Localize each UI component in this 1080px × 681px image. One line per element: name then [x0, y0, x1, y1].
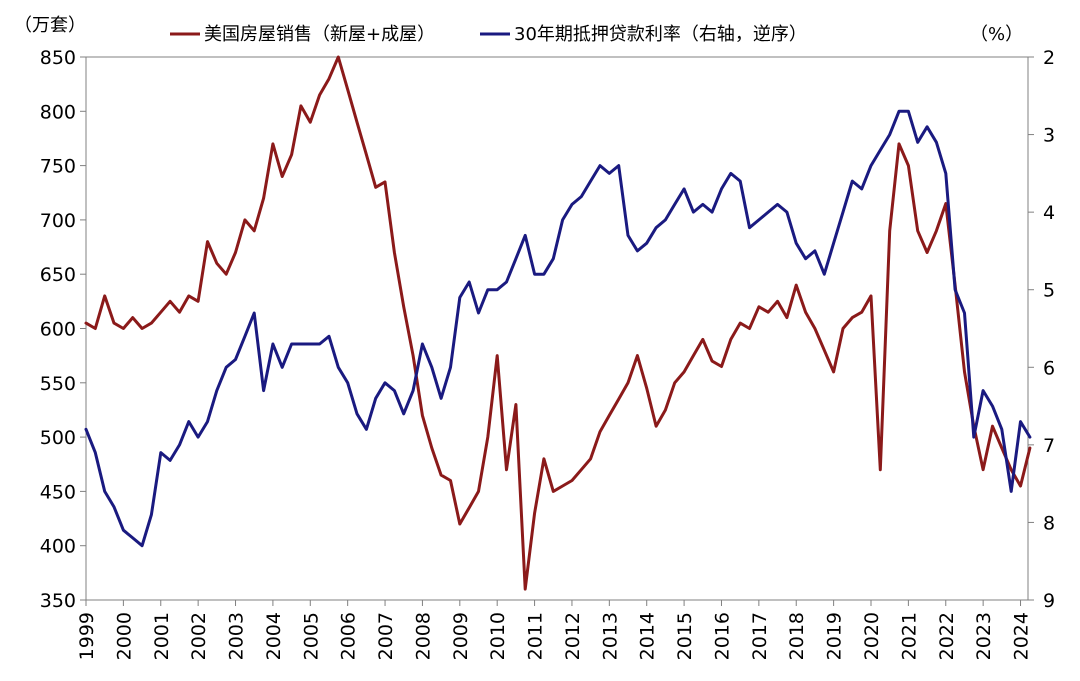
right-tick-label: 9	[1043, 590, 1055, 612]
right-tick-label: 4	[1043, 202, 1055, 224]
left-tick-label: 700	[40, 210, 76, 232]
series-line-1	[84, 55, 1032, 591]
series-layer	[84, 55, 1032, 591]
x-tick-label: 2006	[338, 612, 360, 660]
x-tick-label: 2023	[973, 612, 995, 660]
x-tick-label: 2020	[861, 612, 883, 660]
left-tick-label: 600	[40, 319, 76, 341]
left-tick-label: 650	[40, 264, 76, 286]
legend-label-1: 美国房屋销售（新屋+成屋）	[204, 24, 435, 45]
right-tick-label: 7	[1043, 435, 1055, 457]
x-tick-label: 2014	[637, 612, 659, 660]
left-tick-label: 800	[40, 101, 76, 123]
x-tick-label: 2005	[300, 612, 322, 660]
x-tick-label: 2010	[487, 612, 509, 660]
left-tick-label: 850	[40, 47, 76, 69]
right-tick-label: 8	[1043, 512, 1055, 534]
x-tick-label: 1999	[76, 612, 98, 660]
right-axis-unit: （%）	[970, 24, 1023, 45]
left-tick-label: 350	[40, 590, 76, 612]
right-tick-label: 6	[1043, 357, 1055, 379]
x-tick-label: 2003	[226, 612, 248, 660]
x-tick-label: 2024	[1011, 612, 1033, 660]
x-tick-label: 2021	[898, 612, 920, 660]
right-tick-label: 3	[1043, 125, 1055, 147]
axes: 350 400 450 500 550 600 650 700 750 800 850 2 3 4 5 6 7 8…	[40, 47, 1055, 660]
legend-label-2: 30年期抵押贷款利率（右轴，逆序）	[514, 24, 807, 45]
left-tick-label: 550	[40, 373, 76, 395]
legend: 美国房屋销售（新屋+成屋） 30年期抵押贷款利率（右轴，逆序）	[170, 24, 807, 45]
x-tick-label: 2022	[936, 612, 958, 660]
x-tick-label: 2000	[113, 612, 135, 660]
x-tick-label: 2009	[450, 612, 472, 660]
x-tick-label: 2008	[412, 612, 434, 660]
x-tick-label: 2001	[151, 612, 173, 660]
left-tick-label: 750	[40, 156, 76, 178]
x-tick-label: 2016	[711, 612, 733, 660]
x-tick-label: 2015	[674, 612, 696, 660]
x-tick-label: 2012	[562, 612, 584, 660]
series-line-2	[84, 109, 1032, 548]
x-tick-label: 2007	[375, 612, 397, 660]
right-tick-label: 2	[1043, 47, 1055, 69]
left-axis-unit: （万套）	[14, 15, 86, 36]
x-tick-label: 2013	[599, 612, 621, 660]
x-tick-label: 2018	[786, 612, 808, 660]
x-tick-label: 2017	[749, 612, 771, 660]
left-tick-label: 450	[40, 481, 76, 503]
x-tick-label: 2004	[263, 612, 285, 660]
left-tick-label: 400	[40, 536, 76, 558]
left-tick-label: 500	[40, 427, 76, 449]
x-tick-label: 2002	[188, 612, 210, 660]
x-tick-label: 2011	[525, 612, 547, 660]
x-tick-label: 2019	[824, 612, 846, 660]
right-tick-label: 5	[1043, 280, 1055, 302]
